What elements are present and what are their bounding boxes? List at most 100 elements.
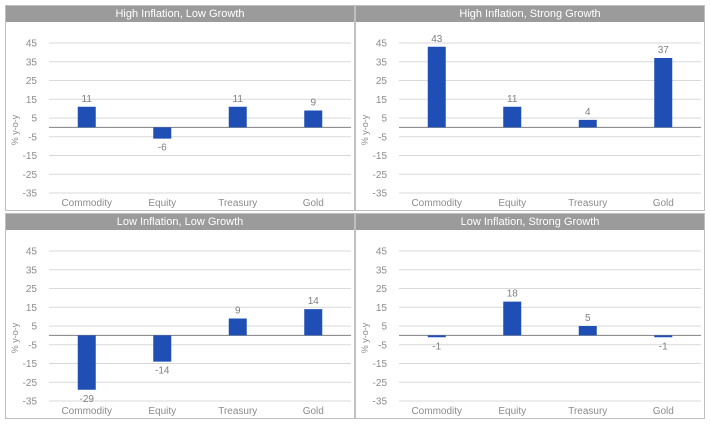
bar [304,110,323,128]
y-tick-label: -35 [23,397,38,408]
bar [153,127,172,139]
y-axis-label: % y-o-y [10,114,20,145]
data-label: 11 [507,94,518,105]
bar [427,335,446,338]
chart-title: Low Inflation, Low Growth [6,214,354,230]
x-category-label: Treasury [218,198,257,209]
y-tick-label: 5 [31,322,37,333]
y-tick-label: 5 [381,114,387,125]
y-tick-label: 35 [26,57,38,68]
y-tick-label: -35 [23,189,38,200]
y-tick-label: -15 [23,359,38,370]
x-category-label: Equity [148,406,176,417]
x-category-label: Gold [653,406,674,417]
bar [228,318,247,336]
bar [304,309,323,336]
y-tick-label: 45 [376,39,388,50]
y-tick-label: 45 [26,39,38,50]
y-axis-label: % y-o-y [10,322,20,353]
data-label: 37 [658,45,670,56]
data-label: 11 [82,94,93,105]
bar [153,335,172,362]
y-tick-label: -5 [378,132,387,143]
y-tick-label: -25 [373,378,388,389]
x-category-label: Commodity [411,406,462,417]
y-tick-label: 25 [26,76,38,87]
chart-plot: 45 35 25 15 5 -5 -15 -25 -35 % y-o-y 11 Commodity -6… [10,39,351,209]
y-axis-label: % y-o-y [360,114,370,145]
chart-title: High Inflation, Low Growth [6,6,354,22]
data-label: 9 [235,306,241,317]
x-category-label: Equity [498,198,526,209]
y-tick-label: -25 [23,170,38,181]
data-label: -14 [155,366,170,377]
y-tick-label: 15 [26,95,38,106]
y-tick-label: 15 [26,303,38,314]
y-tick-label: 15 [376,303,388,314]
y-tick-label: 25 [376,284,388,295]
y-tick-label: -15 [23,151,38,162]
chart-panel-high-inflation-low-growth: High Inflation, Low Growth 45 35 25 15 5 -5 -1… [5,5,355,211]
data-label: 9 [310,98,316,109]
x-category-label: Treasury [218,406,257,417]
x-category-label: Gold [303,198,324,209]
y-tick-label: -15 [373,151,388,162]
chart-panel-high-inflation-strong-growth: High Inflation, Strong Growth 45 35 25 15 5 -… [355,5,705,211]
y-tick-label: -5 [28,340,37,351]
bar [654,335,673,338]
x-category-label: Commodity [411,198,462,209]
chart-plot: 45 35 25 15 5 -5 -15 -25 -35 % y-o-y 43 Commodity 11… [360,34,701,209]
y-tick-label: -35 [373,189,388,200]
y-tick-label: 5 [31,114,37,125]
bar [77,335,96,390]
y-axis-label: % y-o-y [360,322,370,353]
bar [228,106,247,128]
y-tick-label: 25 [376,76,388,87]
chart-panel-low-inflation-low-growth: Low Inflation, Low Growth 45 35 25 15 5 -5 -15… [5,213,355,419]
y-tick-label: -5 [378,340,387,351]
data-label: 14 [308,296,320,307]
data-label: -6 [158,143,167,154]
x-category-label: Equity [148,198,176,209]
bar [578,119,597,128]
x-category-label: Treasury [568,198,607,209]
y-tick-label: -25 [23,378,38,389]
x-category-label: Commodity [61,406,112,417]
chart-title: High Inflation, Strong Growth [356,6,704,22]
bar [77,106,96,128]
data-label: 5 [585,313,591,324]
data-label: 11 [233,94,244,105]
y-tick-label: 25 [26,284,38,295]
chart-panel-low-inflation-strong-growth: Low Inflation, Strong Growth 45 35 25 15 5 -5… [355,213,705,419]
y-tick-label: 5 [381,322,387,333]
bar [654,58,673,128]
x-category-label: Equity [498,406,526,417]
data-label: 18 [507,289,519,300]
chart-title: Low Inflation, Strong Growth [356,214,704,230]
bar [503,106,522,128]
y-tick-label: -15 [373,359,388,370]
y-tick-label: 35 [376,57,388,68]
y-tick-label: 15 [376,95,388,106]
y-tick-label: -5 [28,132,37,143]
y-tick-label: -25 [373,170,388,181]
data-label: 43 [431,34,443,45]
data-label: -1 [659,341,668,352]
bar [427,46,446,128]
y-tick-label: 35 [26,265,38,276]
y-tick-label: -35 [373,397,388,408]
y-tick-label: 35 [376,265,388,276]
y-tick-label: 45 [26,247,38,258]
x-category-label: Treasury [568,406,607,417]
bar [503,301,522,336]
x-category-label: Gold [653,198,674,209]
data-label: -1 [432,341,441,352]
bar [578,326,597,336]
data-label: -29 [80,394,95,405]
data-label: 4 [585,107,591,118]
x-category-label: Commodity [61,198,112,209]
x-category-label: Gold [303,406,324,417]
y-tick-label: 45 [376,247,388,258]
